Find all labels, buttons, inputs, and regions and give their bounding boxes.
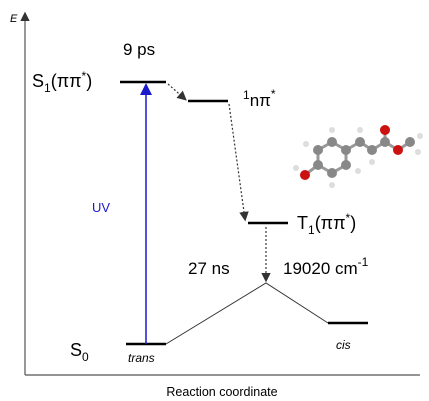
n-label: 1nπ* bbox=[243, 87, 276, 110]
t1-symbol: T bbox=[297, 213, 308, 233]
s1-open: (ππ bbox=[51, 71, 82, 91]
t1-energy-exponent: -1 bbox=[358, 255, 369, 269]
ground-surface bbox=[166, 283, 328, 344]
s1-lifetime: 9 ps bbox=[123, 40, 155, 59]
t1-label: T1(ππ*) bbox=[297, 211, 356, 237]
t1-energy-value: 19020 cm bbox=[283, 259, 358, 278]
s1-symbol: S bbox=[32, 71, 44, 91]
energy-diagram: E Reaction coordinate S1(ππ*) 9 ps 1nπ* … bbox=[0, 0, 429, 401]
s1-close: ) bbox=[86, 71, 92, 91]
t1-lifetime: 27 ns bbox=[188, 259, 230, 278]
uv-label: UV bbox=[92, 200, 110, 215]
t1-energy: 19020 cm-1 bbox=[283, 255, 369, 278]
t1-open: (ππ bbox=[315, 213, 346, 233]
s0-symbol: S bbox=[70, 340, 82, 360]
n-symbol: nπ bbox=[250, 91, 271, 110]
ic-arrow bbox=[168, 84, 185, 99]
s0-label: S0 bbox=[70, 340, 89, 364]
n-star: * bbox=[271, 87, 276, 101]
trans-label: trans bbox=[128, 351, 155, 365]
t1-close: ) bbox=[350, 213, 356, 233]
isc-arrow bbox=[229, 104, 245, 219]
energy-axis-label: E bbox=[10, 13, 18, 25]
s0-index: 0 bbox=[82, 350, 89, 364]
reaction-axis-label: Reaction coordinate bbox=[166, 385, 277, 399]
molecule bbox=[293, 125, 423, 188]
cis-label: cis bbox=[336, 338, 351, 352]
s1-label: S1(ππ*) bbox=[32, 69, 92, 95]
